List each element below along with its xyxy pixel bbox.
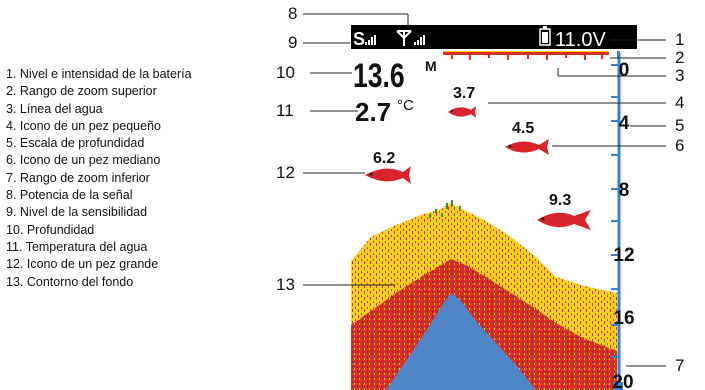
legend-item: 4. Icono de un pez pequeño <box>6 118 161 133</box>
fish-depth-label: 6.2 <box>373 150 395 167</box>
fish-large-icon: 6.2 <box>365 150 411 184</box>
depth-scale-label: 0 <box>619 60 630 81</box>
sensitivity-bars-icon <box>365 35 376 45</box>
callout-number: 9 <box>288 33 298 52</box>
legend-item: 1. Nivel e intensidad de la batería <box>6 67 192 81</box>
legend-item: 8. Potencia de la señal <box>6 188 133 203</box>
callout-number: 8 <box>288 4 298 23</box>
depth-scale-label: 8 <box>619 180 630 201</box>
legend-item: 12. Icono de un pez grande <box>6 257 159 272</box>
legend-item: 11. Temperatura del agua <box>6 239 148 254</box>
legend-item: 3. Línea del agua <box>6 101 103 116</box>
legend-item: 13. Contorno del fondo <box>6 274 134 289</box>
fish-depth-label: 4.5 <box>512 120 534 137</box>
depth-readout: 13.6 <box>353 57 405 95</box>
weed-tips <box>429 200 461 218</box>
lower-zoom-range-marker <box>613 382 623 390</box>
callout-number: 13 <box>276 275 295 294</box>
callout-number: 12 <box>276 163 295 182</box>
bottom-contour <box>386 293 536 390</box>
callout-number: 11 <box>276 101 294 120</box>
battery-voltage: 11.0V <box>555 29 606 49</box>
callout-number: 1 <box>675 30 685 49</box>
water-line <box>443 52 609 60</box>
legend-item: 6. Icono de un pez mediano <box>6 153 161 168</box>
depth-unit: M <box>425 58 437 74</box>
fish-depth-label: 3.7 <box>453 85 475 102</box>
status-bar: S 11.0V <box>351 25 637 51</box>
depth-scale-labels: 0 4 8 12 16 20 <box>612 60 634 390</box>
depth-scale-label: 16 <box>613 308 634 329</box>
fish-large-icon: 9.3 <box>537 192 591 230</box>
battery-icon <box>539 26 551 46</box>
signal-bars-icon <box>414 35 425 45</box>
sensitivity-letter: S <box>353 29 365 49</box>
sonar-screen: 0 4 8 12 16 20 13.6 M 2.7 °C 3.7 4.5 6.2 <box>351 25 637 390</box>
callout-number: 7 <box>675 356 685 375</box>
water-line-yellow <box>443 51 609 52</box>
legend-item: 9. Nivel de la sensibilidad <box>6 205 148 220</box>
fish-medium-icon: 4.5 <box>505 120 549 155</box>
fish-small-icon: 3.7 <box>448 85 476 118</box>
legend-item: 10. Profundidad <box>6 222 95 237</box>
callout-number: 4 <box>675 93 685 112</box>
callout-number: 6 <box>675 136 685 155</box>
callout-number: 5 <box>675 116 685 135</box>
depth-scale-label: 20 <box>612 372 633 390</box>
signal-antenna-icon <box>396 30 412 46</box>
depth-scale-ticks <box>611 64 619 358</box>
depth-scale-label: 4 <box>619 113 630 134</box>
callout-number: 2 <box>675 48 685 67</box>
legend-item: 5. Escala de profundidad <box>6 136 145 151</box>
legend-item: 7. Rango de zoom inferior <box>6 170 150 185</box>
temperature-unit: °C <box>397 97 414 114</box>
sonar-graphics: 0 4 8 12 16 20 13.6 M 2.7 °C 3.7 4.5 6.2 <box>351 51 635 390</box>
fish-depth-label: 9.3 <box>549 192 571 209</box>
legend-list: 1. Nivel e intensidad de la batería 2. R… <box>6 66 192 291</box>
callout-number: 3 <box>675 66 685 85</box>
legend-item: 2. Rango de zoom superior <box>6 84 157 99</box>
depth-scale-label: 12 <box>613 245 634 266</box>
callout-number: 10 <box>276 63 295 82</box>
temperature-readout: 2.7 <box>355 97 391 127</box>
